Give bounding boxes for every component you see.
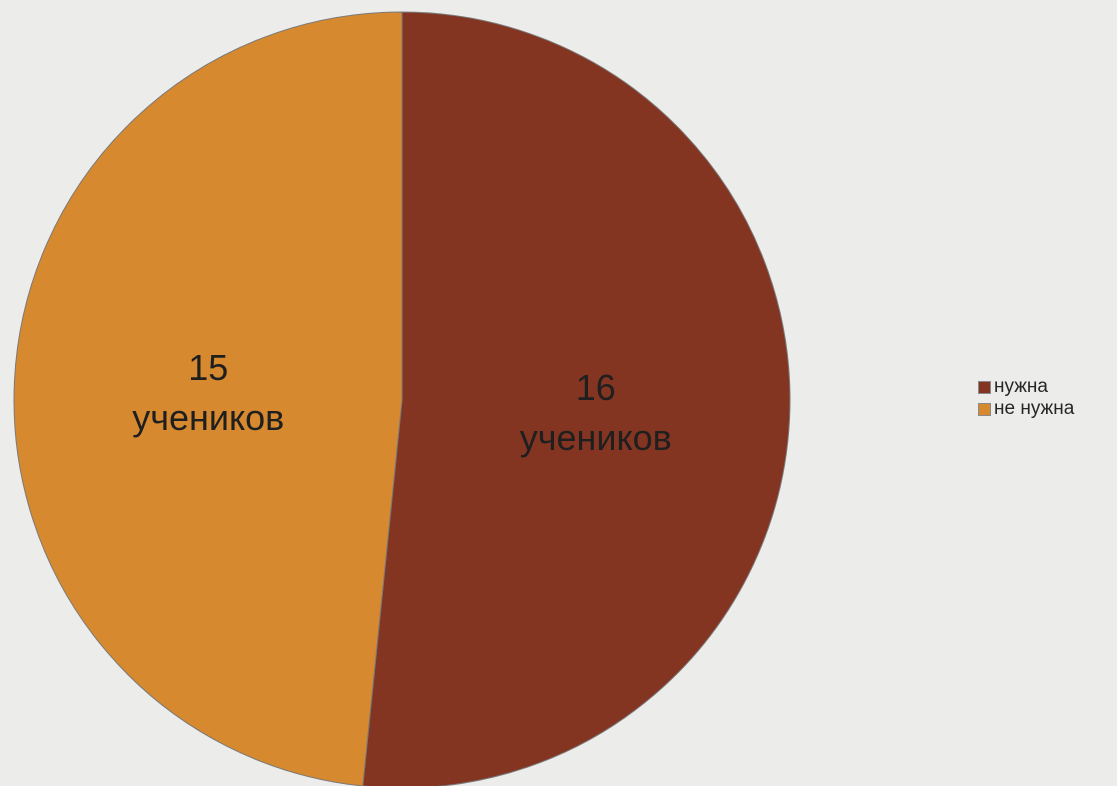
data-label-unit-1: учеников [132, 397, 284, 438]
legend-item-0: нужна [978, 376, 1074, 398]
legend-swatch-1 [978, 402, 991, 416]
legend-swatch-0 [978, 380, 991, 394]
legend-label-1: не нужна [994, 398, 1075, 419]
legend-label-0: нужна [994, 376, 1048, 397]
data-label-unit-0: учеников [520, 417, 672, 458]
pie-slice-0 [362, 11, 791, 786]
pie-slice-1 [13, 11, 403, 786]
legend-item-1: не нужна [978, 398, 1074, 420]
data-label-number-0: 16 [576, 367, 616, 408]
data-label-number-1: 15 [188, 347, 228, 388]
legend: нужна не нужна [978, 376, 1074, 420]
